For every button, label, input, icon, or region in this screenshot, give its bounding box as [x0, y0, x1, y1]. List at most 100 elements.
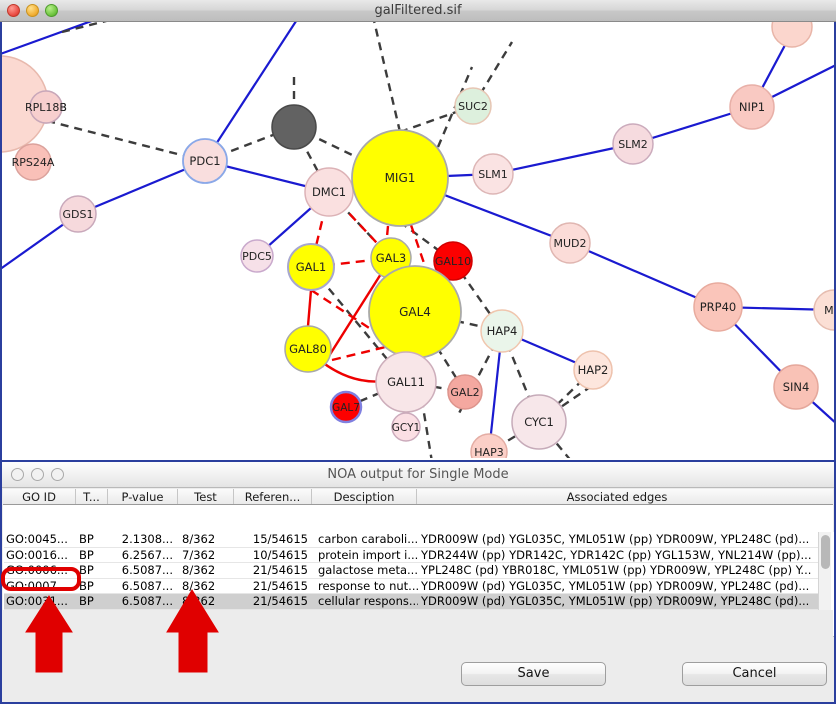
- node-MUD2[interactable]: MUD2: [549, 222, 591, 264]
- node-MSI[interactable]: MSI: [813, 289, 834, 331]
- svg-text:SLM2: SLM2: [618, 138, 648, 151]
- edges-gray-dashed: [2, 22, 613, 458]
- node-RPS24A[interactable]: RPS24A: [12, 143, 55, 181]
- cell-associated-edges: YPL248C (pd) YBR018C, YML051W (pp) YDR00…: [421, 563, 812, 577]
- cell-test: 7/362: [182, 547, 216, 562]
- cancel-button[interactable]: Cancel: [682, 662, 827, 686]
- node-GAL7[interactable]: GAL7: [329, 390, 363, 424]
- column-header-test[interactable]: Test: [178, 489, 234, 504]
- panel-footer: Save Cancel: [3, 610, 833, 702]
- node-gray-unlabeled[interactable]: [271, 104, 317, 150]
- edge-red: [320, 257, 393, 368]
- column-header-description[interactable]: Desciption: [312, 489, 417, 504]
- table-row[interactable]: GO:0007... BP 6.5087... 8/362 21/54615 respon…: [4, 578, 818, 594]
- svg-text:MIG1: MIG1: [385, 171, 416, 185]
- column-header-type[interactable]: T...: [76, 489, 108, 504]
- cell-type: BP: [79, 594, 94, 608]
- column-header-reference[interactable]: Referen...: [234, 489, 312, 504]
- node-SIN4[interactable]: SIN4: [773, 364, 819, 410]
- close-button[interactable]: [11, 468, 24, 481]
- cell-description: carbon caraboli...: [318, 532, 418, 546]
- svg-text:MSI: MSI: [824, 304, 834, 317]
- edge-dashed: [310, 266, 407, 383]
- edge-blue: [2, 213, 79, 270]
- cell-description: response to nut...: [318, 578, 418, 593]
- node-MIG1[interactable]: MIG1: [351, 129, 449, 227]
- edge-blue: [492, 142, 634, 176]
- edge-dashed: [538, 421, 571, 458]
- maximize-button[interactable]: [51, 468, 64, 481]
- cell-reference: 21/54615: [252, 563, 308, 577]
- cell-p-value: 6.5087...: [121, 563, 173, 577]
- node-GAL11[interactable]: GAL11: [375, 351, 437, 413]
- node-CYC1[interactable]: CYC1: [511, 394, 567, 450]
- edge-dashed: [345, 380, 407, 409]
- svg-text:GDS1: GDS1: [63, 208, 94, 221]
- minimize-button[interactable]: [26, 4, 39, 17]
- node-DMC1[interactable]: DMC1: [304, 167, 354, 217]
- node-HAP3[interactable]: HAP3: [470, 433, 508, 458]
- minimize-button[interactable]: [31, 468, 44, 481]
- cell-p-value: 6.2567...: [121, 547, 173, 562]
- edge-dashed: [373, 22, 402, 133]
- cell-p-value: 6.5087...: [121, 578, 173, 593]
- svg-text:SUC2: SUC2: [458, 100, 488, 113]
- node-GAL4[interactable]: GAL4: [368, 265, 462, 359]
- svg-text:HAP2: HAP2: [578, 363, 609, 377]
- svg-text:GAL10: GAL10: [435, 255, 471, 268]
- go-id-cell-highlight: [1, 567, 81, 591]
- node-GAL10[interactable]: GAL10: [433, 241, 473, 281]
- cell-type: BP: [79, 578, 94, 593]
- node-GCY1[interactable]: GCY1: [391, 412, 421, 442]
- node-PDC1[interactable]: PDC1: [182, 138, 228, 184]
- save-button[interactable]: Save: [461, 662, 606, 686]
- node-topright-partial[interactable]: [771, 22, 813, 48]
- node-HAP4[interactable]: HAP4: [480, 309, 524, 353]
- node-GAL2[interactable]: GAL2: [447, 374, 483, 410]
- column-header-associated-edges[interactable]: Associated edges: [566, 490, 668, 504]
- scrollbar-thumb[interactable]: [821, 535, 830, 569]
- noa-panel-titlebar: NOA output for Single Mode: [2, 462, 834, 488]
- cell-associated-edges: YDR244W (pp) YDR142C, YDR142C (pp) YGL15…: [421, 547, 812, 562]
- node-GAL1[interactable]: GAL1: [287, 243, 335, 291]
- window-titlebar: galFiltered.sif: [0, 0, 836, 22]
- node-HAP2[interactable]: HAP2: [573, 350, 613, 390]
- table-row[interactable]: GO:0006... BP 6.5087... 8/362 21/54615 galact…: [4, 563, 818, 579]
- cell-associated-edges: YDR009W (pd) YGL035C, YML051W (pp) YDR00…: [421, 578, 810, 593]
- column-header-p-value[interactable]: P-value: [108, 489, 178, 504]
- svg-text:GAL7: GAL7: [332, 402, 360, 414]
- node-SUC2[interactable]: SUC2: [454, 87, 492, 125]
- cell-p-value: 6.5087...: [121, 594, 173, 608]
- column-header-go-id[interactable]: GO ID: [3, 489, 76, 504]
- node-PDC5[interactable]: PDC5: [240, 239, 274, 273]
- cell-test: 8/362: [182, 578, 216, 593]
- cell-reference: 21/54615: [252, 594, 308, 608]
- cell-p-value: 2.1308...: [121, 532, 173, 546]
- node-PRP40[interactable]: PRP40: [693, 282, 743, 332]
- svg-text:HAP3: HAP3: [474, 446, 503, 458]
- table-row[interactable]: GO:0016... BP 6.2567... 7/362 10/54615 protei…: [4, 547, 818, 563]
- table-row[interactable]: GO:0045... BP 2.1308... 8/362 15/54615 carbon…: [4, 532, 818, 548]
- edge-red-dashed: [409, 224, 429, 273]
- close-button[interactable]: [7, 4, 20, 17]
- nodes-group[interactable]: RPL18B RPL18B RPS24A GDS1 PDC1 PDC5 SUC2…: [2, 22, 834, 458]
- cell-associated-edges: YDR009W (pd) YGL035C, YML051W (pp) YDR00…: [421, 594, 810, 608]
- cell-type: BP: [79, 563, 94, 577]
- cell-test: 8/362: [182, 532, 216, 546]
- node-NIP1[interactable]: NIP1: [729, 84, 775, 130]
- cell-reference: 15/54615: [252, 532, 308, 546]
- cell-description: protein import i...: [318, 547, 418, 562]
- noa-output-panel: NOA output for Single Mode GO ID T... P-…: [0, 460, 836, 704]
- node-SLM2[interactable]: SLM2: [612, 123, 654, 165]
- node-RPL18B-dup[interactable]: RPL18B: [25, 90, 67, 124]
- node-SLM1[interactable]: SLM1: [472, 153, 514, 195]
- maximize-button[interactable]: [45, 4, 58, 17]
- network-graph[interactable]: RPL18B RPL18B RPS24A GDS1 PDC1 PDC5 SUC2…: [2, 22, 834, 458]
- network-canvas[interactable]: RPL18B RPL18B RPS24A GDS1 PDC1 PDC5 SUC2…: [0, 22, 836, 460]
- svg-text:RPL18B: RPL18B: [25, 101, 67, 114]
- svg-text:GAL4: GAL4: [399, 305, 431, 319]
- node-GDS1[interactable]: GDS1: [59, 195, 97, 233]
- node-GAL80[interactable]: GAL80: [284, 325, 332, 373]
- svg-text:RPS24A: RPS24A: [12, 156, 55, 169]
